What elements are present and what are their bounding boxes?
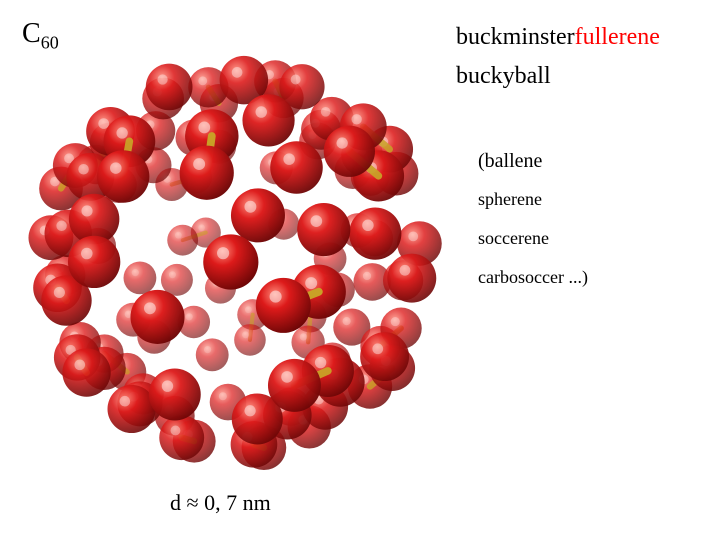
name-prefix: buckminster (456, 24, 575, 50)
alt-name-2: spherene (456, 189, 696, 210)
buckyball-diagram (10, 30, 460, 480)
full-name: buckminsterfullerene (456, 24, 696, 51)
diameter-label: d ≈ 0, 7 nm (170, 490, 271, 516)
alt-name-3: soccerene (456, 228, 696, 249)
alt-name-4: carbosoccer ...) (456, 267, 696, 288)
name-suffix: fullerene (575, 24, 660, 50)
label-block: buckminsterfullerene buckyball (ballene … (456, 24, 696, 306)
alt-name-1: (ballene (456, 150, 696, 173)
nickname: buckyball (456, 63, 696, 90)
